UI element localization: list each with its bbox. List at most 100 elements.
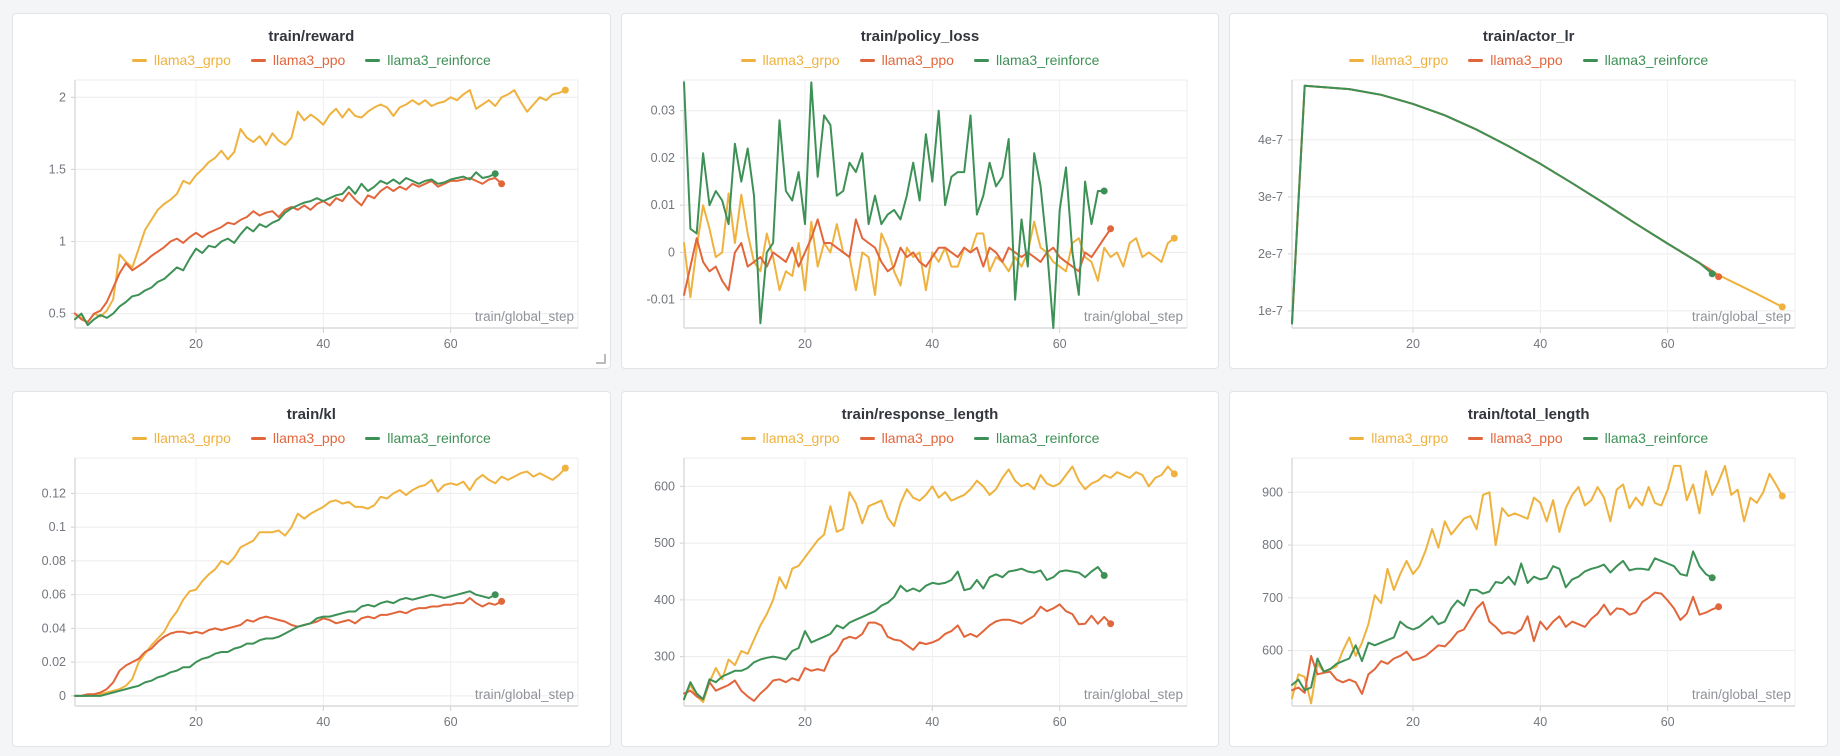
chart-panel-train-policy-loss[interactable]: train/policy_loss llama3_grpo llama3_ppo l…	[620, 13, 1220, 369]
x-axis-label: train/global_step	[475, 309, 574, 324]
legend-item-llama3_reinforce[interactable]: llama3_reinforce	[1582, 52, 1709, 68]
chart-title: train/policy_loss	[860, 28, 980, 45]
y-tick-label: 3e-7	[1258, 190, 1283, 204]
legend-label: llama3_reinforce	[1604, 52, 1709, 68]
legend-label: llama3_reinforce	[995, 52, 1100, 68]
legend-dash-icon	[1468, 58, 1484, 62]
y-tick-label: 0.02	[650, 151, 674, 165]
legend-label: llama3_grpo	[153, 430, 231, 446]
legend-item-llama3_reinforce[interactable]: llama3_reinforce	[973, 430, 1100, 446]
legend-label: llama3_grpo	[1371, 430, 1449, 446]
legend-label: llama3_reinforce	[387, 52, 491, 68]
x-axis-label: train/global_step	[1692, 309, 1791, 324]
x-tick-label: 20	[798, 715, 812, 729]
y-tick-label: 0.5	[49, 307, 66, 321]
y-tick-label: 900	[1262, 485, 1283, 499]
legend-item-llama3_grpo[interactable]: llama3_grpo	[1349, 430, 1448, 446]
series-endpoint-llama3_ppo	[1715, 603, 1723, 611]
legend-item-llama3_grpo[interactable]: llama3_grpo	[740, 430, 840, 446]
x-tick-label: 40	[925, 337, 939, 351]
legend-label: llama3_ppo	[881, 52, 954, 68]
legend-dash-icon	[1349, 436, 1365, 440]
legend-item-llama3_ppo[interactable]: llama3_ppo	[859, 430, 954, 446]
legend-item-llama3_grpo[interactable]: llama3_grpo	[131, 52, 231, 68]
legend-item-llama3_reinforce[interactable]: llama3_reinforce	[365, 52, 491, 68]
x-tick-label: 40	[316, 337, 330, 351]
chart-title: train/kl	[286, 406, 336, 423]
legend-item-llama3_grpo[interactable]: llama3_grpo	[131, 430, 231, 446]
series-line-llama3_ppo	[74, 177, 503, 324]
y-tick-label: 500	[654, 536, 675, 550]
series-line-llama3_grpo	[74, 89, 567, 324]
chart-title: train/reward	[268, 28, 355, 45]
legend-label: llama3_reinforce	[1604, 430, 1709, 446]
legend-label: llama3_grpo	[1371, 52, 1449, 68]
y-tick-label: 700	[1262, 591, 1283, 605]
legend-item-llama3_ppo[interactable]: llama3_ppo	[1468, 52, 1563, 68]
x-tick-label: 60	[1661, 337, 1675, 351]
series-endpoint-llama3_reinforce	[1709, 270, 1717, 278]
legend-item-llama3_reinforce[interactable]: llama3_reinforce	[365, 430, 491, 446]
chart-legend: llama3_grpo llama3_ppo llama3_reinforce	[1236, 426, 1821, 450]
legend-label: llama3_ppo	[1490, 430, 1563, 446]
x-tick-label: 40	[925, 715, 939, 729]
x-axis-label: train/global_step	[1084, 309, 1183, 324]
series-line-llama3_ppo	[74, 597, 503, 697]
chart-title: train/actor_lr	[1482, 28, 1575, 45]
series-endpoint-llama3_grpo	[1779, 303, 1787, 311]
legend-dash-icon	[1349, 58, 1365, 62]
legend-item-llama3_reinforce[interactable]: llama3_reinforce	[1582, 430, 1709, 446]
legend-label: llama3_grpo	[762, 52, 840, 68]
chart-plot: 0 0.02 0.04 0.06 0.08 0.1 0.12 20 40 60 train/glob…	[23, 450, 600, 738]
legend-item-llama3_reinforce[interactable]: llama3_reinforce	[973, 52, 1100, 68]
y-tick-label: -0.01	[646, 293, 675, 307]
series-endpoint-llama3_ppo	[1106, 225, 1114, 233]
legend-item-llama3_ppo[interactable]: llama3_ppo	[1468, 430, 1563, 446]
chart-canvas: 300 400 500 600 20 40 60 train/global_step	[654, 457, 1188, 729]
chart-panel-train-total-length[interactable]: train/total_length llama3_grpo llama3_ppo…	[1229, 391, 1828, 747]
series-line-llama3_grpo	[1291, 464, 1784, 705]
legend-label: llama3_reinforce	[995, 430, 1100, 446]
series-endpoint-llama3_reinforce	[491, 170, 499, 178]
legend-label: llama3_grpo	[153, 52, 231, 68]
x-axis-label: train/global_step	[1692, 687, 1791, 702]
legend-dash-icon	[859, 436, 875, 440]
legend-item-llama3_ppo[interactable]: llama3_ppo	[250, 430, 345, 446]
y-tick-label: 0.06	[42, 588, 66, 602]
legend-label: llama3_grpo	[762, 430, 840, 446]
chart-plot: 300 400 500 600 20 40 60 train/global_step	[632, 450, 1209, 738]
x-tick-label: 40	[316, 715, 330, 729]
y-tick-label: 2e-7	[1258, 247, 1283, 261]
resize-handle-icon[interactable]	[595, 354, 606, 364]
x-axis-label: train/global_step	[475, 687, 574, 702]
series-line-llama3_grpo	[74, 467, 567, 697]
chart-legend: llama3_grpo llama3_ppo llama3_reinforce	[19, 426, 604, 450]
chart-panel-train-kl[interactable]: train/kl llama3_grpo llama3_ppo llama3_rei…	[12, 391, 611, 747]
series-endpoint-llama3_reinforce	[1709, 574, 1717, 582]
x-tick-label: 20	[189, 337, 203, 351]
chart-panel-train-reward[interactable]: train/reward llama3_grpo llama3_ppo llama3…	[12, 13, 611, 369]
legend-item-llama3_ppo[interactable]: llama3_ppo	[250, 52, 345, 68]
series-line-llama3_ppo	[1291, 591, 1720, 695]
legend-dash-icon	[740, 58, 756, 62]
chart-plot: 1e-7 2e-7 3e-7 4e-7 20 40 60 train/global_step	[1240, 72, 1817, 360]
legend-dash-icon	[250, 436, 266, 440]
y-tick-label: 1e-7	[1258, 304, 1283, 318]
series-line-llama3_grpo	[682, 465, 1175, 703]
chart-panel-train-actor-lr[interactable]: train/actor_lr llama3_grpo llama3_ppo llam…	[1229, 13, 1828, 369]
chart-panel-train-response-length[interactable]: train/response_length llama3_grpo llama3_…	[620, 391, 1220, 747]
x-tick-label: 40	[1534, 337, 1548, 351]
x-tick-label: 40	[1534, 715, 1548, 729]
y-tick-label: 0.04	[42, 621, 66, 635]
y-tick-label: 0.12	[42, 486, 66, 500]
legend-item-llama3_grpo[interactable]: llama3_grpo	[1349, 52, 1448, 68]
legend-dash-icon	[250, 58, 266, 62]
x-tick-label: 20	[1406, 337, 1420, 351]
legend-dash-icon	[131, 436, 147, 440]
chart-plot: 600 700 800 900 20 40 60 train/global_step	[1240, 450, 1817, 738]
legend-item-llama3_ppo[interactable]: llama3_ppo	[859, 52, 954, 68]
series-endpoint-llama3_grpo	[1170, 234, 1178, 242]
chart-title: train/response_length	[841, 406, 999, 423]
legend-item-llama3_grpo[interactable]: llama3_grpo	[740, 52, 840, 68]
series-endpoint-llama3_ppo	[498, 180, 506, 188]
